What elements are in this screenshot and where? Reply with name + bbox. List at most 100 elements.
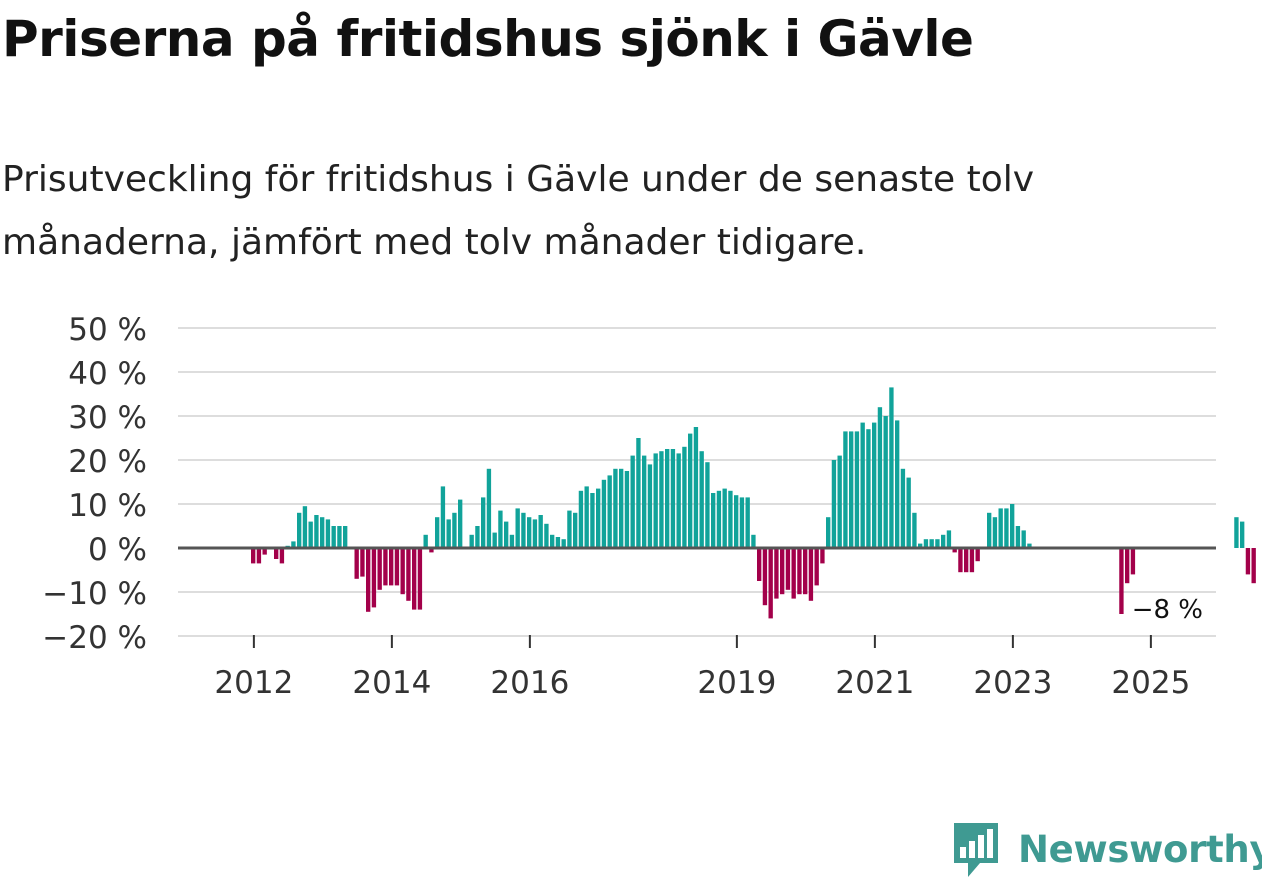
chart-title: Priserna på fritidshus sjönk i Gävle bbox=[2, 10, 974, 68]
bar bbox=[458, 499, 463, 548]
bar bbox=[803, 548, 808, 595]
bar bbox=[872, 422, 877, 548]
bar bbox=[636, 438, 641, 548]
bar bbox=[780, 548, 785, 595]
bar bbox=[877, 407, 883, 548]
bar bbox=[279, 548, 285, 564]
bar bbox=[573, 512, 578, 548]
bar bbox=[1119, 548, 1124, 614]
bar bbox=[1240, 521, 1245, 548]
bar bbox=[642, 455, 647, 548]
bar bbox=[659, 451, 664, 548]
bar bbox=[302, 506, 308, 548]
bar bbox=[975, 548, 980, 562]
bar bbox=[849, 431, 854, 548]
bar bbox=[504, 521, 509, 548]
x-tick-label: 2012 bbox=[214, 665, 293, 701]
bar bbox=[383, 548, 388, 586]
bar bbox=[739, 497, 745, 548]
brand-name: Newsworthy bbox=[1018, 827, 1262, 871]
x-tick-label: 2021 bbox=[835, 665, 914, 701]
bar bbox=[469, 534, 474, 548]
bar bbox=[866, 429, 871, 548]
bar bbox=[992, 517, 998, 548]
bar bbox=[923, 539, 929, 548]
bar bbox=[1130, 548, 1136, 575]
bar bbox=[797, 548, 802, 595]
bar bbox=[308, 521, 313, 548]
bar bbox=[1004, 508, 1009, 548]
bar bbox=[1010, 504, 1015, 548]
bar bbox=[366, 548, 371, 612]
bar bbox=[314, 515, 319, 548]
bar bbox=[446, 519, 451, 548]
bar bbox=[417, 548, 423, 610]
bar bbox=[343, 526, 348, 548]
bar bbox=[791, 548, 796, 599]
bar bbox=[653, 453, 658, 548]
bar bbox=[337, 526, 342, 548]
bar bbox=[619, 468, 624, 548]
bar bbox=[251, 548, 256, 564]
bar bbox=[498, 510, 503, 548]
bar bbox=[843, 431, 848, 548]
bar bbox=[745, 497, 750, 548]
bar bbox=[682, 446, 687, 548]
bar bbox=[291, 541, 296, 548]
bar bbox=[440, 486, 446, 548]
bar bbox=[1021, 530, 1026, 548]
bar bbox=[274, 548, 279, 559]
newsworthy-brand[interactable]: Newsworthy bbox=[950, 818, 1262, 880]
bar bbox=[958, 548, 963, 573]
bar bbox=[751, 534, 756, 548]
bar bbox=[826, 517, 831, 548]
bar bbox=[527, 517, 532, 548]
bar bbox=[831, 460, 837, 548]
bar bbox=[262, 548, 267, 555]
bar bbox=[515, 508, 520, 548]
annotations: −8 % bbox=[1132, 595, 1203, 625]
bar bbox=[665, 449, 670, 548]
bar bbox=[762, 548, 768, 606]
bar bbox=[550, 534, 555, 548]
bar bbox=[532, 519, 538, 548]
bar bbox=[584, 486, 589, 548]
bar bbox=[705, 462, 710, 548]
bar bbox=[590, 493, 595, 548]
bar bbox=[774, 548, 779, 599]
bar bbox=[538, 515, 543, 548]
bar bbox=[952, 548, 957, 553]
bar bbox=[1015, 526, 1021, 548]
x-tick-label: 2025 bbox=[1111, 665, 1190, 701]
bar bbox=[722, 488, 727, 548]
bar bbox=[854, 431, 860, 548]
chart-subtitle: Prisutveckling för fritidshus i Gävle un… bbox=[2, 159, 1035, 263]
bar bbox=[693, 427, 699, 548]
bar bbox=[389, 548, 394, 586]
bar bbox=[676, 453, 681, 548]
bar bbox=[492, 532, 497, 548]
bar bbox=[452, 512, 457, 548]
bar bbox=[561, 539, 566, 548]
bar bbox=[946, 530, 952, 548]
bar bbox=[757, 548, 762, 581]
y-axis-labels: −20 % −10 % 0 % 10 % 20 % 30 % 40 % 50 % bbox=[42, 312, 147, 656]
bar bbox=[486, 468, 492, 548]
bar bbox=[371, 548, 377, 608]
x-tick-label: 2019 bbox=[697, 665, 776, 701]
bar bbox=[969, 548, 975, 573]
bar-chart: −20 %−10 %0 %10 %20 %30 %40 %50 % 2012 20… bbox=[42, 312, 1256, 701]
bar bbox=[354, 548, 359, 579]
bar bbox=[509, 534, 515, 548]
bar bbox=[814, 548, 819, 586]
y-tick-label: 0 % bbox=[88, 532, 147, 568]
bar bbox=[929, 539, 934, 548]
bar bbox=[578, 490, 584, 548]
bar bbox=[481, 497, 486, 548]
bar bbox=[670, 449, 676, 548]
bar bbox=[400, 548, 405, 595]
bar bbox=[601, 479, 607, 548]
bar bbox=[912, 512, 917, 548]
bar bbox=[544, 523, 549, 548]
bar bbox=[1027, 543, 1032, 548]
